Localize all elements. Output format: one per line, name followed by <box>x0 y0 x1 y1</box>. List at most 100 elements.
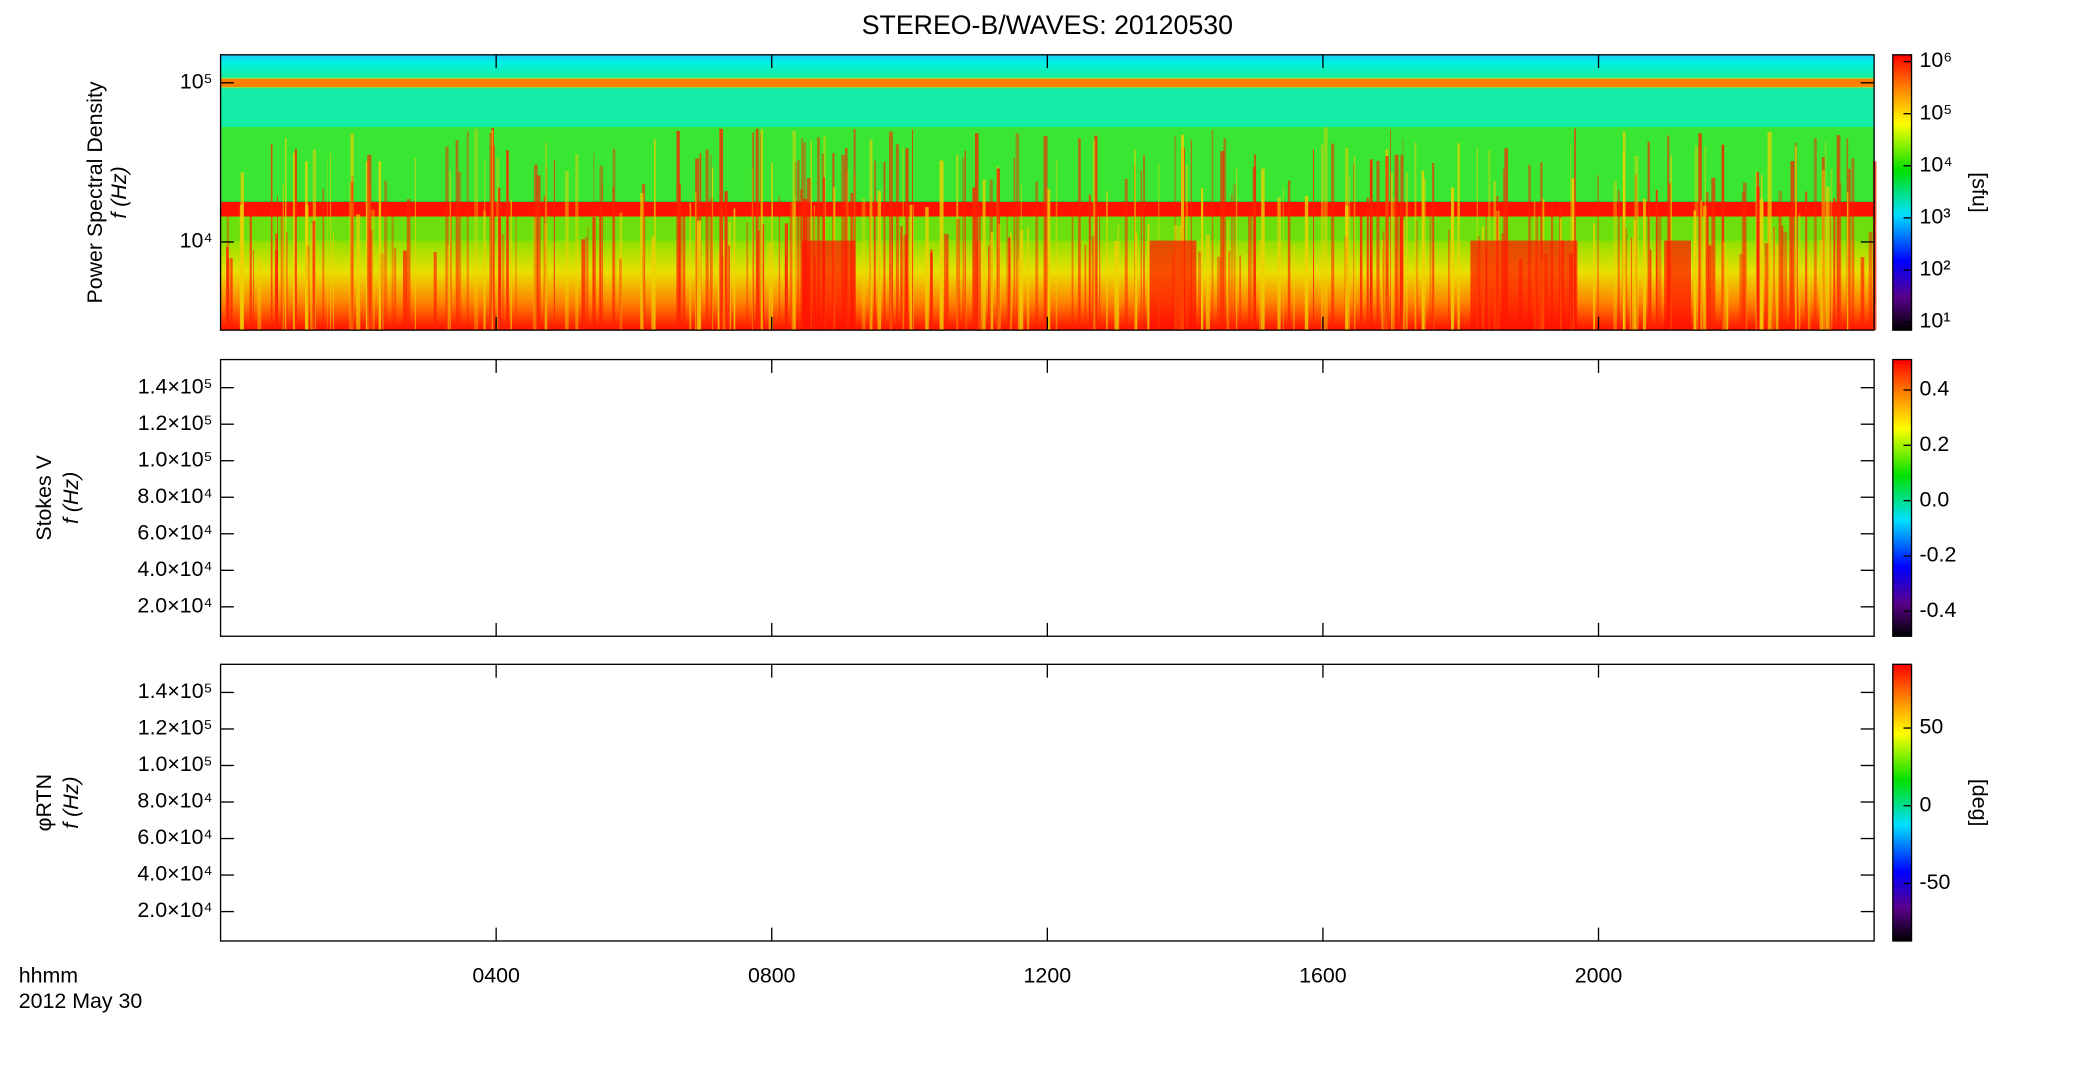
spectrogram-streak <box>1780 225 1784 331</box>
spectrogram-streak <box>902 236 905 331</box>
spectrogram-streak <box>226 246 229 331</box>
y-tick-label: 1.2×10⁵ <box>138 411 213 435</box>
spectrogram-streak <box>724 191 728 331</box>
spectrogram-streak <box>679 208 683 331</box>
spectrogram-streak <box>310 223 315 331</box>
spectrogram-streak <box>619 258 622 331</box>
spectrogram-streak <box>1658 215 1662 331</box>
spectrogram-streak <box>1622 131 1626 331</box>
spectrogram-streak <box>1742 182 1747 331</box>
spectrogram-streak <box>801 138 804 331</box>
spectrogram-streak <box>785 254 787 331</box>
x-axis-label: hhmm <box>19 964 78 988</box>
spectrogram-streak <box>1381 239 1385 331</box>
spectrogram-streak <box>433 252 437 331</box>
spectrogram-streak <box>694 192 697 331</box>
spectrogram-streak <box>326 158 328 331</box>
spectrogram-streak <box>1055 159 1058 331</box>
spectrogram-streak <box>350 182 354 331</box>
spectrogram-streak <box>1755 171 1757 331</box>
spectrogram-streak <box>912 129 914 331</box>
spectrogram-streak <box>449 170 451 331</box>
spectrogram-streak <box>498 187 501 331</box>
spectrogram-streak <box>1200 188 1204 331</box>
spectrogram-streak <box>1282 186 1284 331</box>
spectrogram-streak <box>1764 243 1769 331</box>
spectrogram-streak <box>1624 228 1628 331</box>
spectrogram-streak <box>1353 163 1355 331</box>
spectrogram-streak <box>543 195 546 331</box>
spectrogram-streak <box>1667 135 1670 331</box>
spectrogram-streak <box>1833 198 1836 331</box>
spectrogram-streak <box>402 250 408 331</box>
y-tick-label: 10⁴ <box>180 229 213 253</box>
spectrogram-streak <box>1035 181 1039 331</box>
spectrogram-streak <box>1773 226 1775 331</box>
plot-frame <box>219 358 1875 637</box>
spectrogram-streak <box>762 224 765 331</box>
x-tick-label: 0400 <box>472 964 520 988</box>
spectrogram-streak <box>810 140 813 331</box>
spectrogram-streak <box>1739 254 1743 331</box>
spectrogram-streak <box>1649 249 1652 331</box>
spectrogram-streak <box>1084 245 1087 331</box>
spectrogram-streak <box>1860 257 1865 331</box>
spectrogram-streak <box>974 133 979 331</box>
spectrogram-streak <box>705 149 709 331</box>
spectrogram-streak <box>1633 219 1637 331</box>
spectrogram-streak <box>1239 255 1242 331</box>
spectrogram-streak <box>275 233 278 331</box>
spectrogram-streak <box>280 217 284 331</box>
colorbar-tick-label: -50 <box>1920 870 1951 894</box>
spectrogram-streak <box>545 142 547 331</box>
spectrogram-streak <box>1825 187 1830 331</box>
x-tick-label: 1600 <box>1299 964 1347 988</box>
spectrogram-streak <box>651 236 655 331</box>
spectrogram-streak <box>1114 241 1119 331</box>
colorbar-tick-label: 10⁵ <box>1920 100 1953 124</box>
y-tick-label: 1.0×10⁵ <box>138 447 213 471</box>
spectrogram-streak <box>1124 178 1128 331</box>
spectrogram-streak <box>350 133 354 331</box>
spectrogram-streak <box>544 223 548 331</box>
spectrogram-streak <box>506 150 509 331</box>
spectrogram-streak <box>1798 213 1801 331</box>
y-tick-label: 8.0×10⁴ <box>137 789 212 813</box>
spectrogram-streak <box>575 154 579 331</box>
spectrogram-streak <box>305 245 310 331</box>
spectrogram-streak <box>1819 240 1824 331</box>
spectrogram-streak <box>1015 133 1020 331</box>
spectrogram-streak <box>1277 197 1281 331</box>
spectrogram-streak <box>755 128 759 331</box>
y-tick-label: 1.4×10⁵ <box>138 374 213 398</box>
spectrogram-streak <box>797 160 800 331</box>
spectrogram-streak <box>1143 155 1145 331</box>
spectrogram-streak <box>564 170 569 331</box>
spectrogram-streak <box>697 220 702 331</box>
colorbar-tick-label: 0.0 <box>1920 487 1950 511</box>
spectrogram-streak <box>533 164 538 331</box>
colorbar-label: [sfu] <box>1968 172 1992 212</box>
spectrogram-streak <box>384 180 388 331</box>
spectrogram-streak <box>257 258 262 331</box>
spectrogram-streak <box>277 195 278 331</box>
spectrogram-streak <box>902 147 904 331</box>
spectrogram-streak <box>979 207 981 331</box>
spectrogram-streak <box>1071 203 1074 331</box>
spectrogram-streak <box>1134 149 1136 331</box>
y-axis-label: f (Hz) <box>59 472 83 524</box>
colorbar-tick-label: -0.2 <box>1920 543 1957 567</box>
colorbar-tick-label: -0.4 <box>1920 598 1957 622</box>
spectrogram-streak <box>1287 180 1291 331</box>
spectrogram-streak <box>1359 215 1363 331</box>
spectrogram-streak <box>1597 175 1599 331</box>
spectrogram-streak <box>382 249 384 331</box>
spectrogram-streak <box>1448 230 1450 331</box>
spectrogram-streak <box>612 148 616 331</box>
spectrogram-streak <box>1106 191 1108 331</box>
spectrogram-streak <box>1235 168 1238 331</box>
y-tick-label: 10⁵ <box>180 69 213 93</box>
spectrogram-streak <box>536 175 541 331</box>
spectrogram-streak <box>1376 160 1380 331</box>
spectrogram-streak <box>1726 258 1729 331</box>
